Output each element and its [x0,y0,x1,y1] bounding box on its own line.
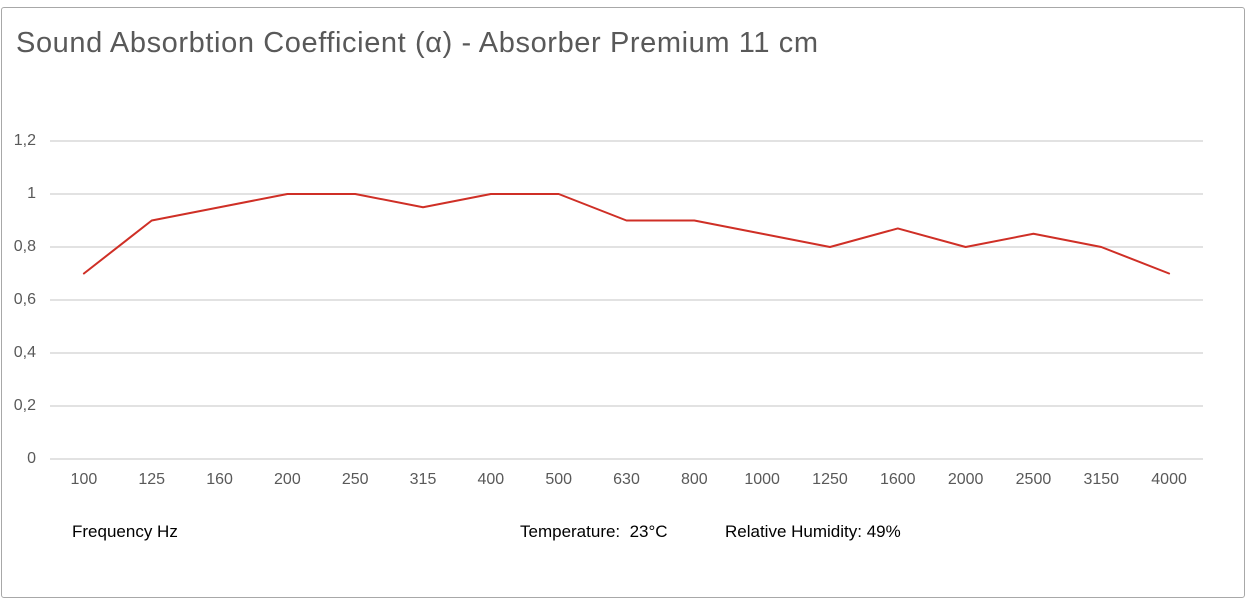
temperature-note: Temperature: 23°C [520,522,668,541]
absorption-data-line [82,193,1171,275]
x-axis-tick-label: 1600 [879,471,916,488]
y-axis-tick-label: 1,2 [13,132,36,149]
x-axis-tick-label: 1000 [744,471,780,488]
y-axis-tick-label: 1 [27,185,36,202]
x-axis-tick-label: 400 [477,471,505,488]
y-axis-tick-label: 0,6 [13,291,36,308]
humidity-note: Relative Humidity: 49% [725,522,901,541]
x-axis-title: Frequency Hz [72,522,178,541]
x-axis-tick-label: 3150 [1083,471,1120,488]
x-axis-tick-label: 500 [545,471,573,488]
x-axis-tick-label: 125 [138,471,166,488]
chart-title: Sound Absorbtion Coefficient (α) - Absor… [16,27,819,59]
x-axis-tick-label: 200 [274,471,301,488]
x-axis-tick-label: 630 [613,471,640,488]
y-axis-tick-label: 0,4 [13,344,36,361]
x-axis-tick-label: 4000 [1151,471,1187,488]
x-axis-tick-label: 160 [206,471,233,488]
x-axis-tick-label: 2000 [947,471,984,488]
x-axis-tick-label: 1250 [812,471,848,488]
x-axis-tick-label: 100 [70,471,98,488]
y-axis-tick-label: 0 [27,450,36,467]
y-axis-tick-label: 0,2 [13,397,36,414]
y-axis-tick-label: 0,8 [13,238,36,255]
x-axis-tick-label: 2500 [1015,471,1052,488]
x-axis-tick-label: 315 [409,471,437,488]
x-axis-tick-label: 250 [341,471,369,488]
x-axis-tick-label: 800 [680,471,708,488]
